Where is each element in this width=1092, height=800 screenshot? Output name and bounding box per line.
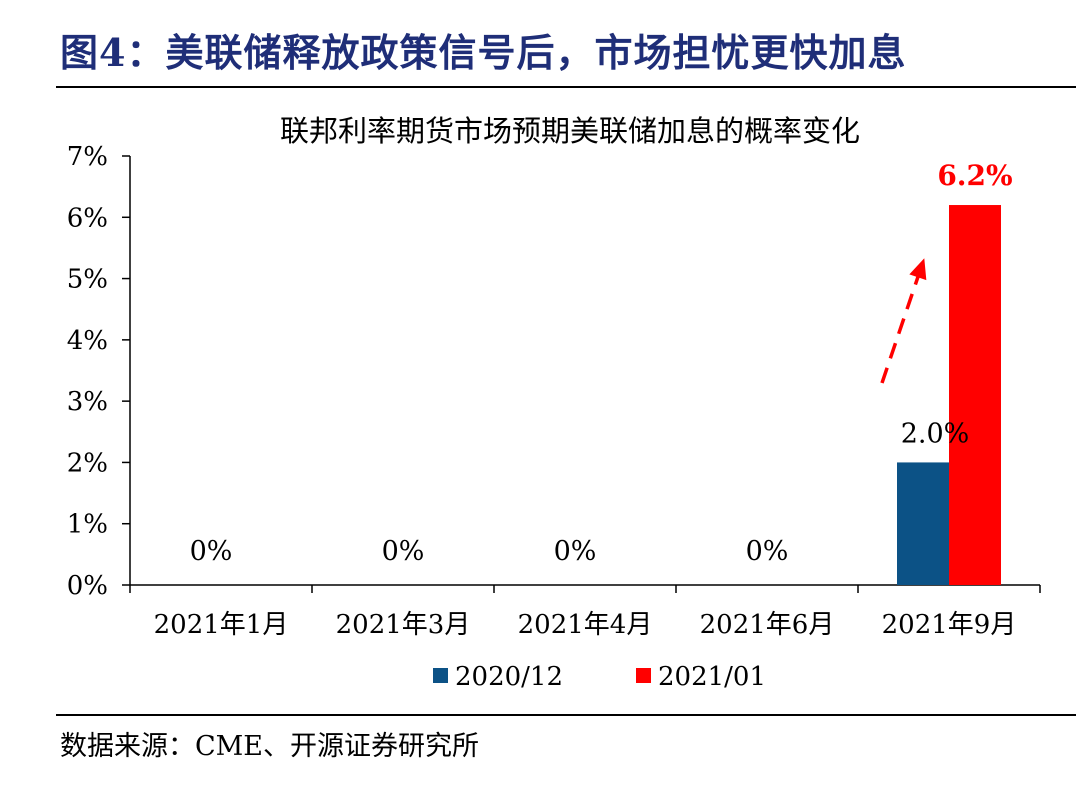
y-tick-label: 2%: [67, 448, 108, 478]
y-tick-label: 3%: [67, 387, 108, 417]
value-label: 6.2%: [937, 159, 1012, 192]
value-label: 0%: [382, 536, 425, 567]
source-note: 数据来源：CME、开源证券研究所: [60, 731, 480, 762]
y-tick-label: 1%: [67, 510, 108, 540]
legend-swatch: [636, 668, 651, 683]
legend-label: 2020/12: [455, 662, 563, 692]
x-tick-label: 2021年9月: [882, 610, 1017, 640]
y-tick-label: 0%: [67, 571, 108, 601]
bar-2021-01-4: [949, 205, 1001, 585]
legend-label: 2021/01: [658, 662, 766, 692]
figure-title: 图4：美联储释放政策信号后，市场担忧更快加息: [60, 30, 907, 75]
arrow-head-icon: [909, 258, 927, 281]
bottom-rule: [56, 714, 1076, 716]
x-tick-label: 2021年3月: [336, 610, 471, 640]
chart-title: 联邦利率期货市场预期美联储加息的概率变化: [280, 114, 860, 148]
value-label: 2.0%: [901, 418, 970, 449]
chart: 联邦利率期货市场预期美联储加息的概率变化 0% 1% 2% 3% 4% 5% 6% 7% 20…: [67, 114, 1041, 692]
y-tick-label: 6%: [67, 203, 108, 233]
dashed-arrow-line: [880, 261, 925, 384]
x-tick-label: 2021年1月: [154, 610, 289, 640]
x-tick-label: 2021年6月: [700, 610, 835, 640]
legend-swatch: [433, 668, 448, 683]
value-label: 0%: [190, 536, 233, 567]
value-label: 0%: [554, 536, 597, 567]
value-label: 0%: [746, 536, 789, 567]
y-tick-label: 5%: [67, 265, 108, 295]
y-tick-label: 4%: [67, 326, 108, 356]
x-tick-label: 2021年4月: [518, 610, 653, 640]
y-tick-label: 7%: [67, 142, 108, 172]
bar-2020-12-4: [897, 462, 949, 585]
top-rule: [56, 86, 1076, 88]
